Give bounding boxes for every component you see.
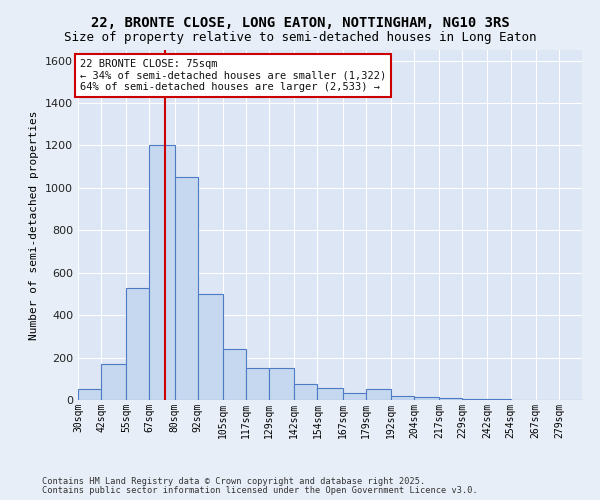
Bar [294, 384, 317, 400]
Text: Contains HM Land Registry data © Crown copyright and database right 2025.: Contains HM Land Registry data © Crown c… [42, 477, 425, 486]
Text: 22, BRONTE CLOSE, LONG EATON, NOTTINGHAM, NG10 3RS: 22, BRONTE CLOSE, LONG EATON, NOTTINGHAM… [91, 16, 509, 30]
Bar [414, 397, 439, 400]
Y-axis label: Number of semi-detached properties: Number of semi-detached properties [29, 110, 40, 340]
Bar [126, 288, 149, 400]
Text: 22 BRONTE CLOSE: 75sqm
← 34% of semi-detached houses are smaller (1,322)
64% of : 22 BRONTE CLOSE: 75sqm ← 34% of semi-det… [80, 59, 386, 92]
Bar [198, 294, 223, 400]
Text: Contains public sector information licensed under the Open Government Licence v3: Contains public sector information licen… [42, 486, 478, 495]
Bar [391, 396, 414, 400]
Bar [246, 368, 269, 400]
Bar [317, 388, 343, 400]
Bar [439, 398, 462, 400]
Bar [462, 399, 487, 400]
Bar [101, 364, 126, 400]
Bar [366, 390, 391, 400]
Bar [223, 349, 246, 400]
Bar [343, 392, 366, 400]
Bar [269, 368, 294, 400]
Bar [78, 390, 101, 400]
Bar [149, 146, 175, 400]
Bar [175, 178, 198, 400]
Text: Size of property relative to semi-detached houses in Long Eaton: Size of property relative to semi-detach… [64, 31, 536, 44]
